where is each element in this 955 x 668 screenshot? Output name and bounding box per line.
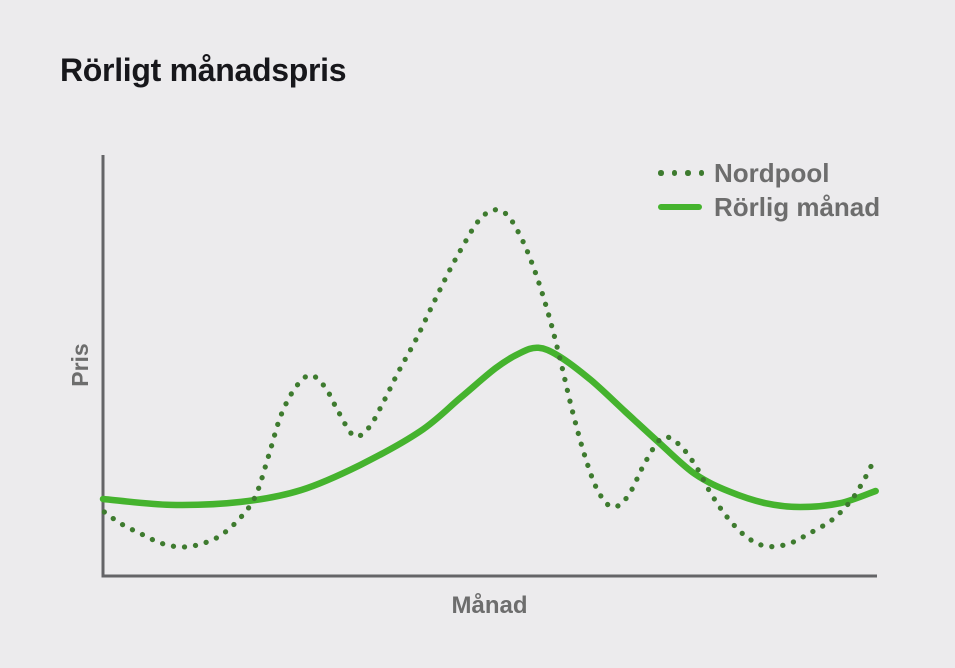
rorlig-manad-line bbox=[99, 344, 879, 511]
legend-dot-icon bbox=[685, 170, 691, 176]
legend-item-nordpool: Nordpool bbox=[658, 156, 880, 190]
rorlig-manad-line-swatch bbox=[658, 203, 704, 211]
legend-dot-icon bbox=[698, 170, 704, 176]
legend-dot-icon bbox=[658, 170, 664, 176]
legend: Nordpool Rörlig månad bbox=[658, 156, 880, 224]
nordpool-line bbox=[101, 207, 878, 550]
nordpool-dotted-line-swatch bbox=[658, 170, 704, 176]
legend-line-icon bbox=[658, 203, 702, 211]
legend-label-nordpool: Nordpool bbox=[714, 157, 830, 188]
legend-label-rorlig-manad: Rörlig månad bbox=[714, 191, 881, 222]
x-axis-label: Månad bbox=[451, 592, 528, 619]
y-axis-label: Pris bbox=[67, 343, 93, 387]
series-group bbox=[99, 207, 879, 550]
page-title: Rörligt månadspris bbox=[60, 52, 347, 88]
legend-item-rorlig-manad: Rörlig månad bbox=[658, 190, 880, 224]
legend-dot-icon bbox=[671, 170, 677, 176]
